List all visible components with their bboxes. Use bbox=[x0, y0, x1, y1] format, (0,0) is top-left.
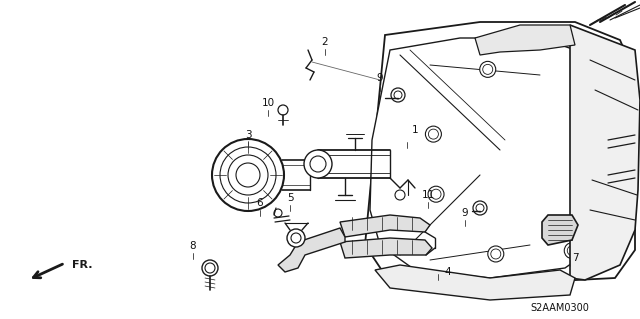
Circle shape bbox=[520, 150, 540, 170]
Text: S2AAM0300: S2AAM0300 bbox=[530, 303, 589, 313]
Text: FR.: FR. bbox=[72, 260, 93, 270]
Text: 2: 2 bbox=[322, 37, 328, 47]
Circle shape bbox=[426, 126, 442, 142]
Text: 3: 3 bbox=[244, 130, 252, 140]
Text: 1: 1 bbox=[412, 125, 419, 135]
Circle shape bbox=[619, 126, 635, 142]
Circle shape bbox=[564, 243, 580, 259]
Text: 4: 4 bbox=[445, 267, 451, 277]
Polygon shape bbox=[365, 22, 635, 285]
Text: 11: 11 bbox=[421, 190, 435, 200]
Polygon shape bbox=[570, 25, 640, 280]
Polygon shape bbox=[340, 238, 432, 258]
Circle shape bbox=[395, 190, 405, 200]
Circle shape bbox=[428, 186, 444, 202]
Circle shape bbox=[391, 88, 405, 102]
Polygon shape bbox=[340, 215, 430, 237]
Text: 8: 8 bbox=[189, 241, 196, 251]
Text: 5: 5 bbox=[287, 193, 293, 203]
Text: 7: 7 bbox=[572, 253, 579, 263]
Circle shape bbox=[202, 260, 218, 276]
Circle shape bbox=[473, 201, 487, 215]
Polygon shape bbox=[370, 38, 618, 278]
Polygon shape bbox=[475, 25, 575, 55]
Polygon shape bbox=[278, 228, 345, 272]
Text: 9: 9 bbox=[461, 208, 468, 218]
Text: 6: 6 bbox=[257, 198, 263, 208]
Text: 10: 10 bbox=[261, 98, 275, 108]
Polygon shape bbox=[542, 215, 578, 245]
Circle shape bbox=[304, 150, 332, 178]
Circle shape bbox=[488, 246, 504, 262]
Polygon shape bbox=[375, 265, 575, 300]
Text: 9: 9 bbox=[377, 73, 383, 83]
Circle shape bbox=[572, 65, 588, 81]
Circle shape bbox=[480, 61, 496, 78]
Circle shape bbox=[287, 229, 305, 247]
Circle shape bbox=[616, 186, 632, 202]
